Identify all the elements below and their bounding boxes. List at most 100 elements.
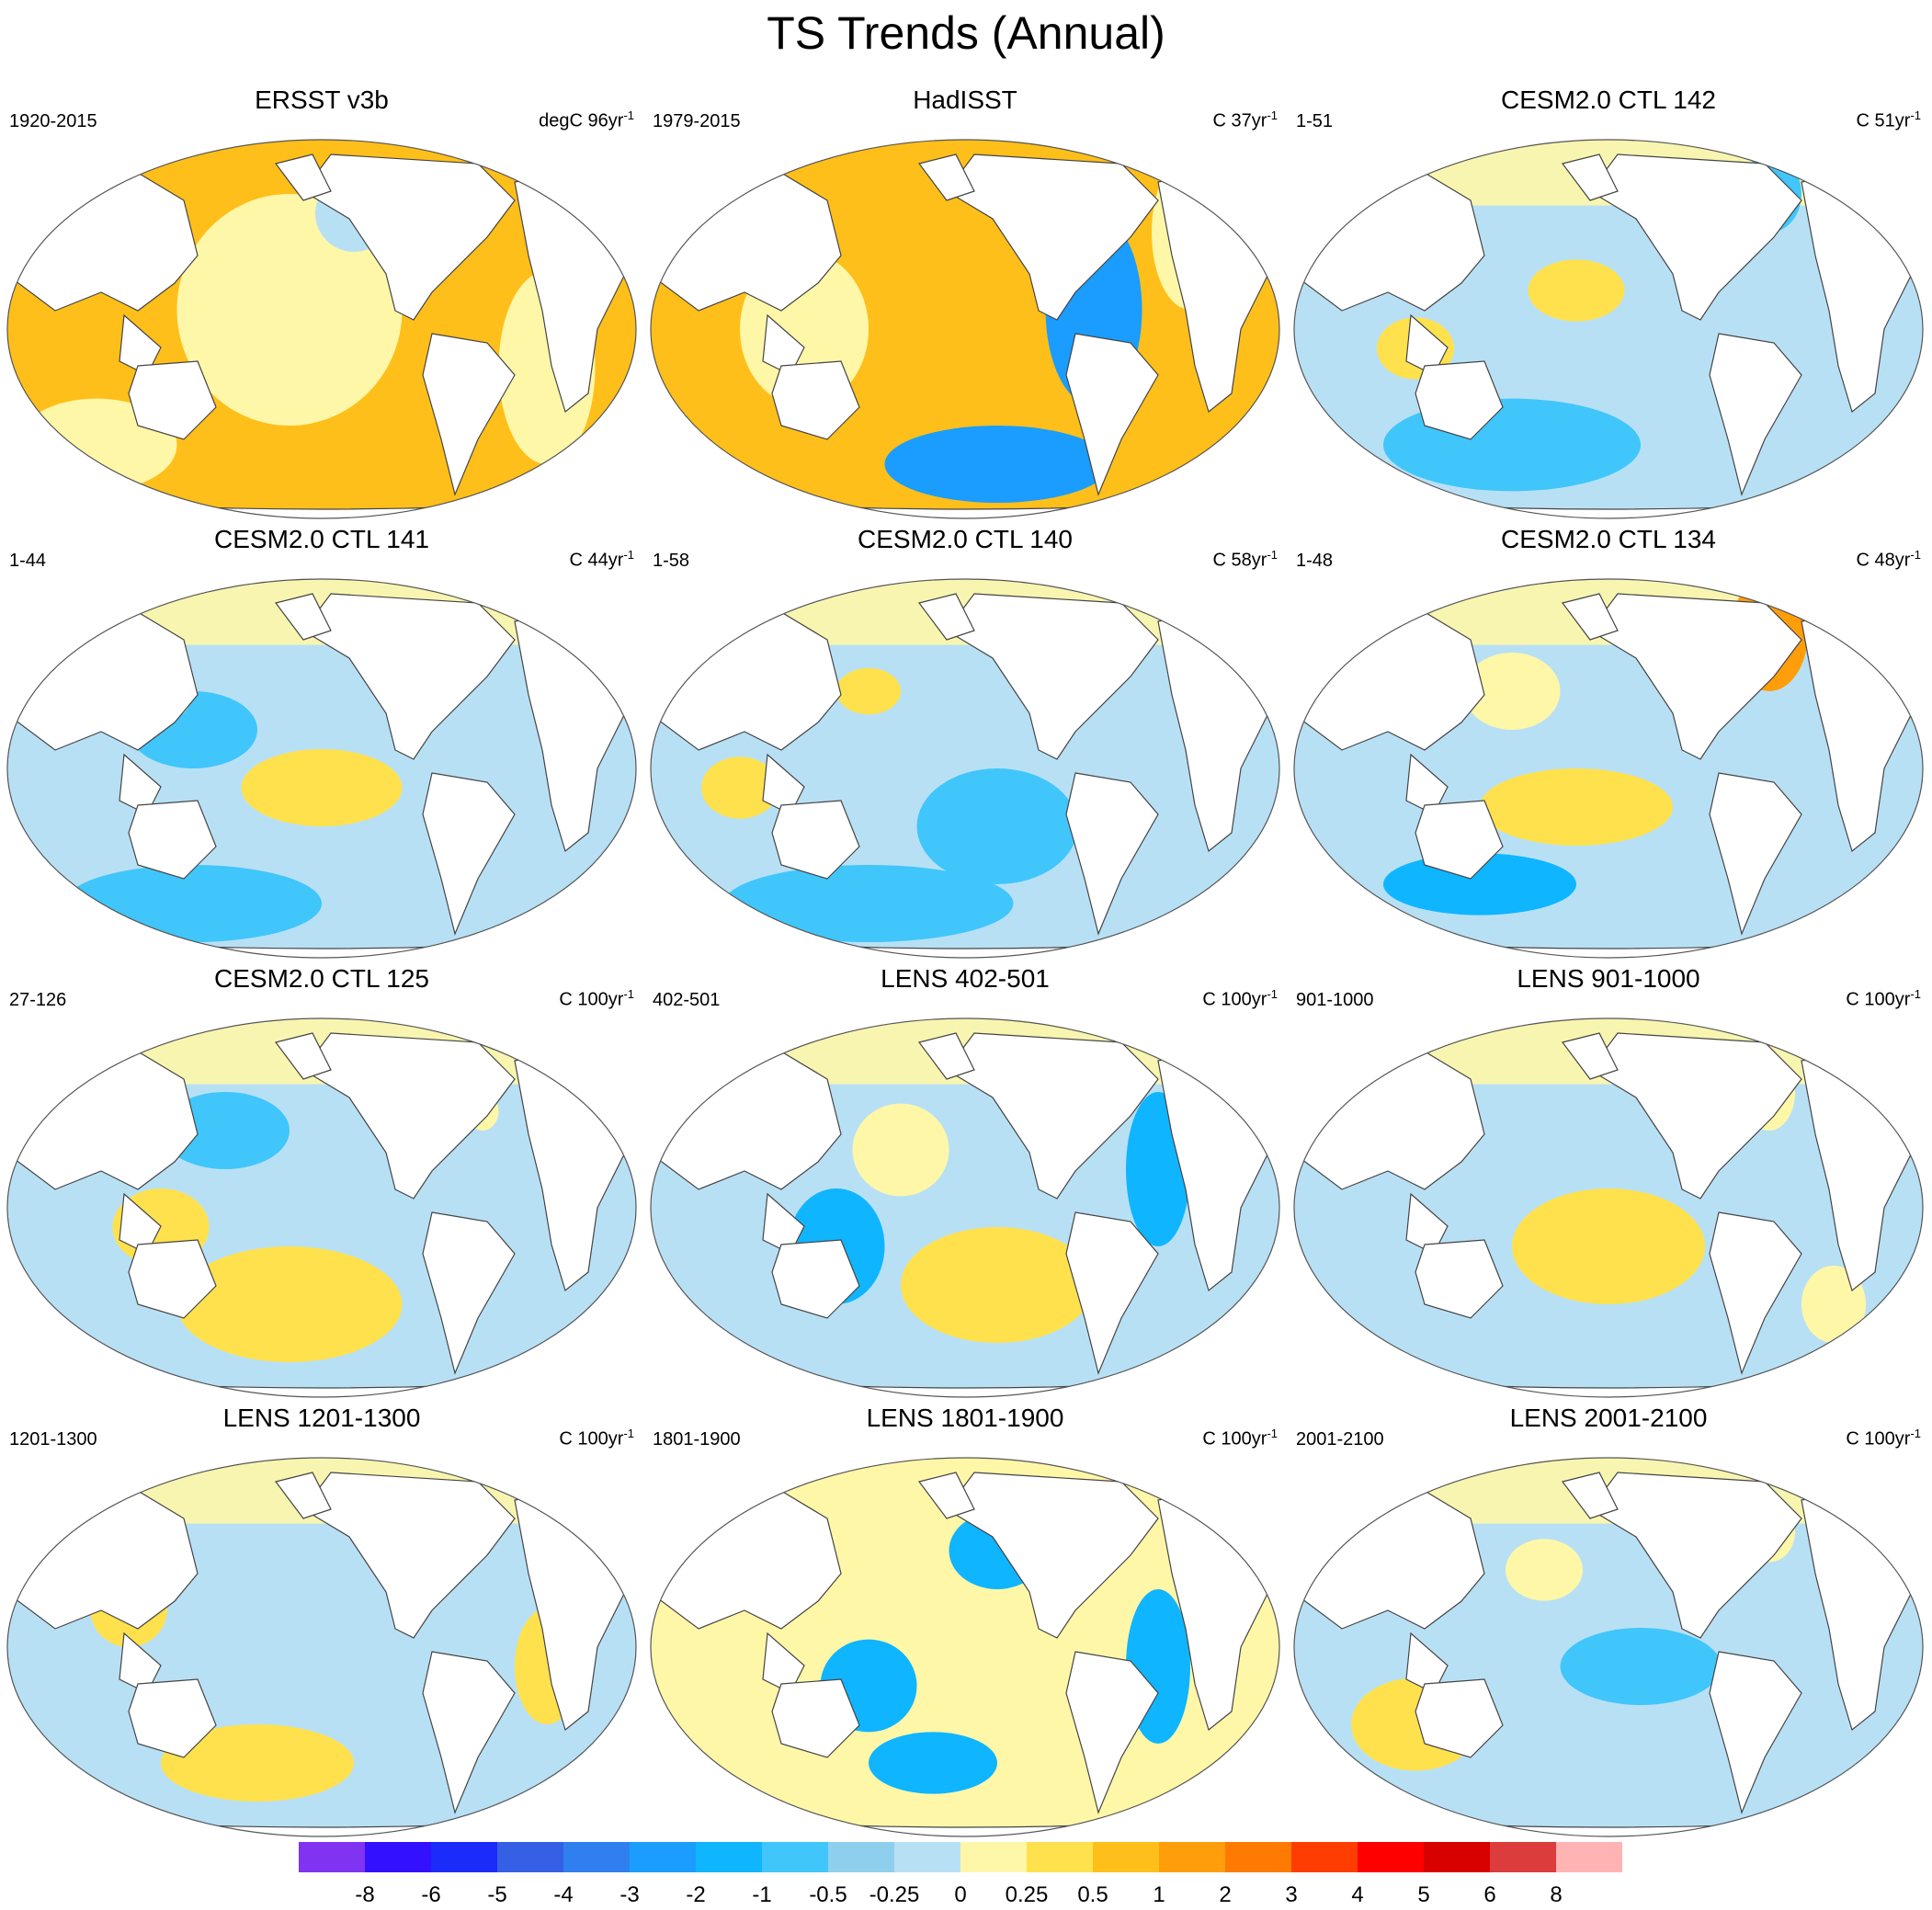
panel-period: 901-1000 bbox=[1296, 990, 1374, 1010]
panel-units: C 100yr-1 bbox=[559, 983, 634, 1011]
panel-title: CESM2.0 CTL 140 bbox=[858, 525, 1073, 553]
panel-period: 1201-1300 bbox=[9, 1429, 97, 1450]
trend-region bbox=[869, 1732, 997, 1794]
panel-units: C 44yr-1 bbox=[570, 544, 634, 572]
panel-units: C 51yr-1 bbox=[1857, 105, 1921, 132]
panel-units: C 58yr-1 bbox=[1213, 544, 1278, 572]
colorbar-label: 1 bbox=[1153, 1882, 1165, 1907]
colorbar-swatch bbox=[1490, 1842, 1556, 1872]
trend-region bbox=[836, 667, 901, 715]
map-border bbox=[1293, 1018, 1924, 1398]
map-border bbox=[650, 578, 1280, 959]
colorbar-swatch bbox=[365, 1842, 431, 1872]
panel-title: LENS 402-501 bbox=[881, 964, 1050, 993]
world-map bbox=[6, 1018, 637, 1398]
map-border bbox=[1293, 139, 1924, 519]
panel-units: degC 96yr-1 bbox=[539, 105, 634, 132]
trend-region bbox=[161, 1724, 354, 1802]
units-text: C 100yr bbox=[1202, 1428, 1267, 1450]
world-map bbox=[1293, 1457, 1924, 1837]
panel-title: CESM2.0 CTL 142 bbox=[1501, 85, 1716, 114]
units-text: C 100yr bbox=[1202, 989, 1267, 1010]
map-border bbox=[650, 1018, 1280, 1398]
colorbar-label: -0.5 bbox=[809, 1882, 847, 1907]
colorbar-label: -0.25 bbox=[869, 1882, 920, 1907]
map-panel: LENS 1801-1900 1801-1900 C 100yr-1 bbox=[643, 1403, 1287, 1837]
colorbar-label: 4 bbox=[1351, 1882, 1363, 1907]
trend-region bbox=[1506, 1539, 1583, 1601]
colorbar-label: 0.5 bbox=[1077, 1882, 1108, 1907]
trend-region bbox=[1480, 768, 1673, 846]
colorbar-label: 2 bbox=[1219, 1882, 1231, 1907]
colorbar-swatch bbox=[1358, 1842, 1424, 1872]
colorbar-swatch bbox=[762, 1842, 828, 1872]
units-exponent: -1 bbox=[1267, 987, 1278, 1001]
world-map bbox=[1293, 139, 1924, 519]
units-exponent: -1 bbox=[1910, 987, 1921, 1001]
units-exponent: -1 bbox=[1267, 548, 1278, 562]
panel-title: CESM2.0 CTL 141 bbox=[214, 525, 429, 553]
panel-period: 1801-1900 bbox=[653, 1429, 741, 1450]
map-panel: CESM2.0 CTL 141 1-44 C 44yr-1 bbox=[0, 524, 643, 959]
map-panel: ERSST v3b 1920-2015 degC 96yr-1 bbox=[0, 85, 643, 519]
map-border bbox=[6, 1457, 637, 1837]
units-text: C 100yr bbox=[559, 1428, 624, 1450]
colorbar-swatch bbox=[1225, 1842, 1291, 1872]
colorbar-swatch bbox=[1424, 1842, 1490, 1872]
units-exponent: -1 bbox=[623, 987, 634, 1001]
map-panel: LENS 901-1000 901-1000 C 100yr-1 bbox=[1287, 963, 1930, 1398]
colorbar-swatch bbox=[630, 1842, 696, 1872]
figure-title: TS Trends (Annual) bbox=[767, 7, 1165, 59]
continents bbox=[1294, 1032, 1923, 1397]
panel-title: LENS 1801-1900 bbox=[866, 1404, 1064, 1432]
colorbar-swatch bbox=[828, 1842, 894, 1872]
colorbar-label: -2 bbox=[686, 1882, 705, 1907]
units-text: C 48yr bbox=[1856, 550, 1911, 571]
colorbar-swatch bbox=[696, 1842, 762, 1872]
panel-period: 2001-2100 bbox=[1296, 1429, 1384, 1450]
colorbar-swatch bbox=[1093, 1842, 1159, 1872]
colorbar-label: 0 bbox=[954, 1882, 966, 1907]
units-text: C 37yr bbox=[1212, 110, 1267, 131]
trend-region bbox=[701, 756, 778, 819]
world-map bbox=[650, 1018, 1280, 1398]
colorbar-swatch bbox=[1556, 1842, 1622, 1872]
colorbar-swatch bbox=[497, 1842, 563, 1872]
colorbar-label: 5 bbox=[1417, 1882, 1429, 1907]
colorbar-swatch bbox=[299, 1842, 365, 1872]
map-panel: LENS 1201-1300 1201-1300 C 100yr-1 bbox=[0, 1403, 643, 1837]
panel-title: CESM2.0 CTL 125 bbox=[214, 964, 429, 993]
units-text: C 100yr bbox=[1846, 989, 1911, 1010]
trend-region bbox=[176, 194, 403, 426]
trend-region bbox=[1463, 653, 1561, 730]
trend-region bbox=[1801, 1266, 1866, 1343]
world-map bbox=[6, 1457, 637, 1837]
trend-region bbox=[852, 1103, 949, 1197]
panel-title: LENS 2001-2100 bbox=[1509, 1404, 1708, 1432]
colorbar-label: -8 bbox=[355, 1882, 374, 1907]
map-border bbox=[1293, 578, 1924, 959]
colorbar-swatch bbox=[1159, 1842, 1225, 1872]
trend-region bbox=[723, 865, 1014, 942]
colorbar-swatch bbox=[563, 1842, 630, 1872]
units-exponent: -1 bbox=[623, 1427, 634, 1440]
panel-units: C 100yr-1 bbox=[1846, 983, 1921, 1011]
trend-region bbox=[176, 1246, 403, 1362]
colorbar-label: 6 bbox=[1483, 1882, 1495, 1907]
map-border bbox=[1293, 1457, 1924, 1837]
panel-units: C 100yr-1 bbox=[559, 1423, 634, 1450]
units-text: C 51yr bbox=[1856, 110, 1911, 131]
panel-units: C 100yr-1 bbox=[1846, 1423, 1921, 1450]
colorbar-label: -1 bbox=[752, 1882, 771, 1907]
panel-period: 1920-2015 bbox=[9, 111, 97, 131]
world-map bbox=[6, 139, 637, 519]
map-panel: CESM2.0 CTL 125 27-126 C 100yr-1 bbox=[0, 963, 643, 1398]
world-map bbox=[650, 578, 1280, 959]
map-panel: CESM2.0 CTL 140 1-58 C 58yr-1 bbox=[643, 524, 1287, 959]
panel-units: C 37yr-1 bbox=[1213, 105, 1278, 132]
world-map bbox=[1293, 1018, 1924, 1398]
panel-title: ERSST v3b bbox=[255, 85, 389, 114]
colorbar-label: -5 bbox=[487, 1882, 506, 1907]
trend-region bbox=[901, 1227, 1094, 1343]
